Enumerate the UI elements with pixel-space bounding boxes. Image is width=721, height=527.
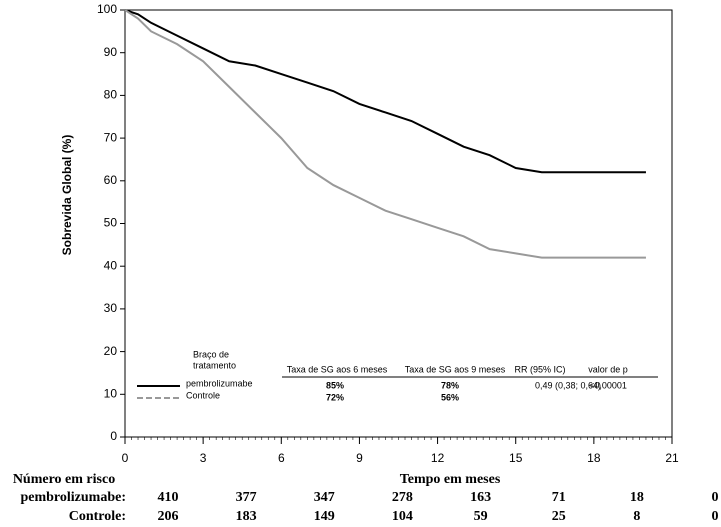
x-tick-label: 9 (356, 451, 363, 465)
risk-count: 163 (470, 490, 491, 505)
y-tick-label: 50 (104, 216, 118, 230)
x-tick-label: 21 (665, 451, 679, 465)
survival-curve (124, 9, 646, 174)
risk-count: 59 (474, 509, 488, 524)
legend-cell: 72% (326, 392, 344, 402)
y-tick-label: 20 (104, 344, 118, 358)
legend-cell: 78% (441, 380, 459, 390)
legend-header: Taxa de SG aos 9 meses (405, 364, 506, 374)
risk-count: 8 (633, 509, 640, 524)
x-tick-label: 18 (587, 451, 601, 465)
survival-curve (124, 9, 646, 259)
x-tick-label: 6 (278, 451, 285, 465)
risk-count: 347 (314, 490, 335, 505)
y-tick-label: 60 (104, 173, 118, 187)
x-tick-label: 0 (122, 451, 129, 465)
risk-count: 104 (392, 509, 413, 524)
legend-header: valor de p (588, 364, 628, 374)
risk-count: 18 (630, 490, 644, 505)
risk-count: 278 (392, 490, 413, 505)
risk-count: 410 (158, 490, 179, 505)
legend-header: RR (95% IC) (514, 364, 565, 374)
x-tick-label: 15 (509, 451, 523, 465)
risk-count: 71 (552, 490, 566, 505)
legend-header: tratamento (193, 360, 236, 370)
risk-count: 183 (236, 509, 257, 524)
risk-count: 0 (712, 490, 719, 505)
y-tick-label: 90 (104, 45, 118, 59)
risk-count: 25 (552, 509, 566, 524)
y-tick-label: 30 (104, 301, 118, 315)
y-tick-label: 0 (110, 429, 117, 443)
x-tick-label: 12 (431, 451, 445, 465)
risk-title: Número em risco (13, 472, 115, 487)
x-tick-label: 3 (200, 451, 207, 465)
risk-count: 206 (158, 509, 179, 524)
risk-label: pembrolizumabe: (20, 490, 126, 505)
y-tick-label: 80 (104, 88, 118, 102)
y-tick-label: 10 (104, 386, 118, 400)
risk-count: 149 (314, 509, 335, 524)
legend-cell: 56% (441, 392, 459, 402)
risk-label: Controle: (69, 509, 126, 524)
legend-cell: 0,49 (0,38; 0,64) (535, 380, 601, 390)
legend-label: Controle (186, 390, 220, 400)
x-axis-label: Tempo em meses (400, 472, 501, 487)
y-axis-label: Sobrevida Global (%) (60, 135, 74, 256)
legend-label: pembrolizumabe (186, 378, 253, 388)
legend-header: Braço de (193, 349, 229, 359)
y-tick-label: 70 (104, 130, 118, 144)
legend-header: Taxa de SG aos 6 meses (287, 364, 388, 374)
y-tick-label: 100 (97, 2, 117, 16)
y-tick-label: 40 (104, 258, 118, 272)
legend-cell: <0,00001 (589, 380, 627, 390)
legend-cell: 85% (326, 380, 344, 390)
risk-count: 377 (236, 490, 257, 505)
risk-count: 0 (712, 509, 719, 524)
